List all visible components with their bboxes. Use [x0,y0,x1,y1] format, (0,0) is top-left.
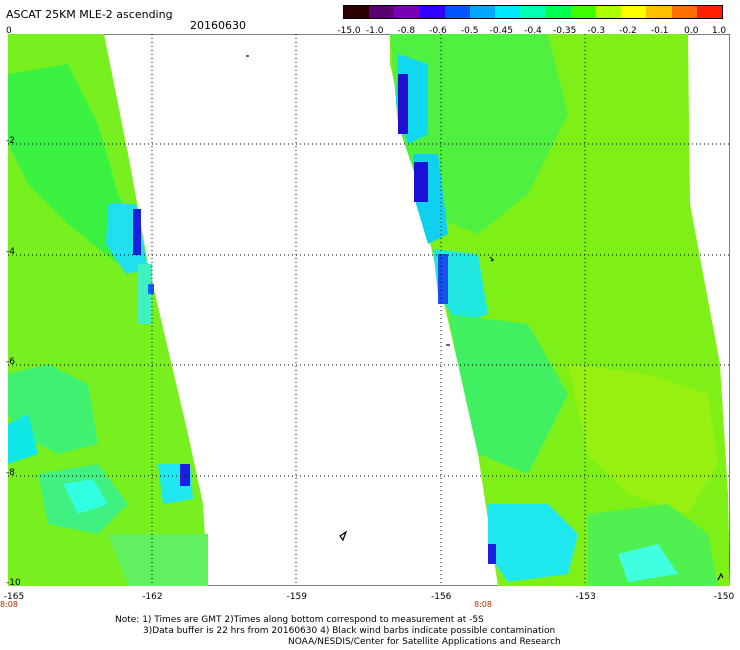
colorbar-segment [671,6,697,18]
colorbar-segment [621,6,647,18]
colorbar-tick-label: -1.0 [365,26,384,36]
time-label-left: 8:08 [0,600,18,609]
time-label-right: 8:08 [474,600,492,609]
colorbar-tick-label: -0.6 [429,26,447,36]
x-axis-tick-label: -159 [286,592,308,602]
wind-barbs [246,55,724,581]
colorbar-tick-label: -0.4 [524,26,542,36]
map-title: ASCAT 25KM MLE-2 ascending [6,8,173,21]
graticule [8,34,730,586]
colorbar-tick-label: 1.0 [711,26,727,36]
right-swath [390,34,730,586]
note-line-1: Note: 1) Times are GMT 2)Times along bot… [115,615,484,625]
y-axis-tick-label: 0 [6,26,12,36]
x-axis-tick-label: -150 [713,592,735,602]
x-axis-tick-label: -162 [142,592,163,602]
colorbar-tick-label: -0.5 [460,26,479,36]
note-line-2: 3)Data buffer is 22 hrs from 20160630 4)… [143,626,556,636]
note-line-3: NOAA/NESDIS/Center for Satellite Applica… [288,637,561,647]
colorbar-segment [495,6,521,18]
x-axis-tick-label: -165 [3,592,25,602]
colorbar-segment [596,6,622,18]
colorbar-segment [545,6,571,18]
colorbar-segment [646,6,672,18]
colorbar [343,5,723,19]
x-axis-tick-label: -153 [575,592,596,602]
colorbar-segment [570,6,597,18]
colorbar-tick-label: -0.2 [619,26,637,36]
colorbar-tick-label: -15.0 [337,26,361,36]
colorbar-tick-label: -0.35 [553,26,577,36]
colorbar-tick-label: -0.45 [489,26,513,36]
colorbar-segment [444,6,471,18]
colorbar-segment [369,6,395,18]
left-swath [8,34,208,586]
x-axis-tick-label: -156 [430,592,452,602]
colorbar-tick-label: -0.1 [650,26,669,36]
colorbar-segment [419,6,445,18]
y-axis-tick-label: -6 [6,357,15,368]
colorbar-tick-label: -0.3 [587,26,606,36]
y-axis-tick-label: -10 [6,578,21,588]
y-axis-tick-label: -2 [6,136,15,147]
colorbar-segment [394,6,420,18]
colorbar-segment [344,6,370,18]
colorbar-tick-label: -0.8 [397,26,416,36]
colorbar-tick-label: 0.0 [684,26,699,36]
swath-map [8,34,730,586]
colorbar-segment [470,6,496,18]
y-axis-tick-label: -4 [6,246,15,257]
colorbar-segment [520,6,546,18]
colorbar-segment [696,6,723,18]
y-axis-tick-label: -8 [6,467,15,478]
map-date: 20160630 [190,19,246,32]
